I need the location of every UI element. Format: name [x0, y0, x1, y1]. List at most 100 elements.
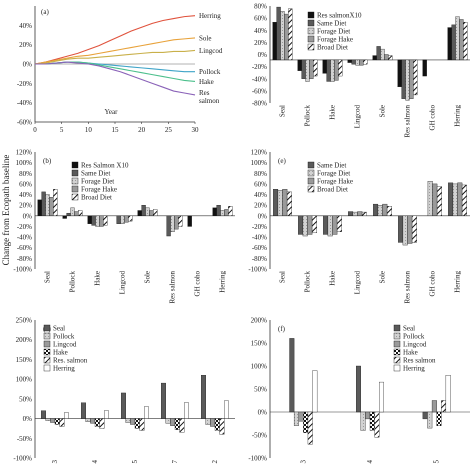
bar	[360, 411, 366, 431]
legend-swatch	[43, 348, 51, 356]
legend-swatch	[43, 340, 51, 348]
bar	[137, 210, 142, 216]
bar	[369, 411, 375, 431]
y-tick-label: 20%	[19, 202, 32, 210]
bar	[441, 400, 447, 413]
y-tick-label: -50%	[252, 432, 267, 440]
bar	[64, 412, 69, 419]
legend-swatch	[393, 332, 401, 340]
bar	[170, 418, 176, 426]
category-label: Lingcod	[119, 271, 127, 295]
legend-swatch	[307, 169, 315, 177]
bar	[401, 59, 406, 99]
bar	[365, 411, 371, 420]
y-tick-label: -60%	[17, 119, 32, 127]
y-tick-label: -60%	[252, 87, 267, 95]
legend-swatch	[393, 364, 401, 372]
legend-swatch	[307, 43, 315, 51]
y-tick-label: 60%	[254, 180, 267, 188]
y-tick-label: 0%	[258, 409, 268, 417]
y-tick-label: 100%	[16, 376, 33, 384]
bar	[297, 59, 302, 71]
category-label: Res salmon	[404, 271, 412, 304]
bar	[459, 19, 464, 61]
category-label: 2	[211, 460, 219, 464]
y-tick-label: 20%	[19, 41, 32, 49]
series-label: Lingcod	[199, 47, 223, 55]
bar	[348, 211, 354, 216]
bar	[41, 191, 46, 216]
bar	[170, 215, 175, 232]
bar	[90, 418, 96, 424]
legend-label: Herring	[403, 365, 425, 373]
legend-label: Forage Hake	[317, 36, 353, 44]
category-label: Sole	[379, 271, 387, 283]
category-label: Sole	[379, 105, 387, 117]
category-label: 3	[51, 460, 59, 464]
bar	[355, 59, 360, 66]
y-tick-label: 40%	[254, 191, 267, 199]
bar	[397, 59, 402, 88]
category-label: Seal	[44, 271, 52, 283]
legend-swatch	[71, 161, 79, 169]
bar	[45, 418, 51, 421]
legend-swatch	[71, 169, 79, 177]
legend-label: Same Diet	[317, 20, 346, 28]
bar	[445, 375, 451, 413]
bar	[352, 211, 358, 216]
bar	[145, 207, 150, 216]
bar	[309, 59, 314, 79]
panel-label: (f)	[278, 325, 286, 333]
panel-d: -80% -60% -40% -20% 0% 20% 40% 60% 80% Seal Polloc…	[252, 3, 470, 137]
legend-label: Hake	[403, 349, 418, 357]
y-tick-label: -40%	[252, 234, 267, 242]
bar	[457, 182, 463, 216]
category-label: 3	[299, 460, 307, 464]
bar	[432, 183, 438, 216]
bar	[282, 189, 288, 216]
category-label: 7	[171, 460, 179, 464]
legend-label: Forage Hake	[317, 178, 353, 186]
bar	[277, 190, 283, 216]
y-tick-label: 0%	[258, 51, 268, 59]
legend-label: Herring	[53, 365, 75, 373]
series-label: Pollock	[199, 68, 221, 76]
bar	[452, 183, 458, 216]
bar	[436, 186, 442, 216]
y-tick-label: -80%	[17, 255, 32, 263]
x-tick-label: 30	[192, 126, 200, 134]
legend-label: Res salmonX10	[317, 12, 362, 20]
legend-swatch	[307, 27, 315, 35]
bar	[305, 59, 310, 82]
category-label: Hake	[329, 105, 337, 120]
bar	[298, 411, 304, 422]
legend-label: Lingcod	[53, 341, 77, 349]
bar	[451, 24, 456, 61]
bar	[220, 210, 225, 216]
category-label: GH coho	[194, 271, 202, 297]
y-tick-label: 200%	[16, 336, 33, 344]
bar	[330, 59, 335, 82]
bar	[94, 418, 100, 427]
category-label: 5	[131, 460, 139, 464]
series-line	[35, 61, 196, 96]
bar	[311, 215, 317, 234]
bar	[99, 418, 105, 429]
y-tick-label: 100%	[16, 159, 33, 167]
legend-label: Lingcod	[403, 341, 427, 349]
y-tick-label: -80%	[252, 100, 267, 108]
bar	[347, 59, 352, 63]
bar	[128, 215, 133, 222]
bar	[382, 203, 388, 216]
legend-label: Res Salmon X10	[81, 162, 129, 170]
bar	[161, 382, 166, 419]
legend-swatch	[43, 324, 51, 332]
y-tick-label: 60%	[19, 180, 32, 188]
bar	[288, 8, 293, 61]
legend-label: Forage Diet	[81, 178, 114, 186]
legend-label: Forage Diet	[317, 28, 350, 36]
bar	[224, 209, 229, 216]
bar	[359, 59, 364, 66]
legend-swatch	[393, 324, 401, 332]
y-tick-label: 150%	[16, 356, 33, 364]
